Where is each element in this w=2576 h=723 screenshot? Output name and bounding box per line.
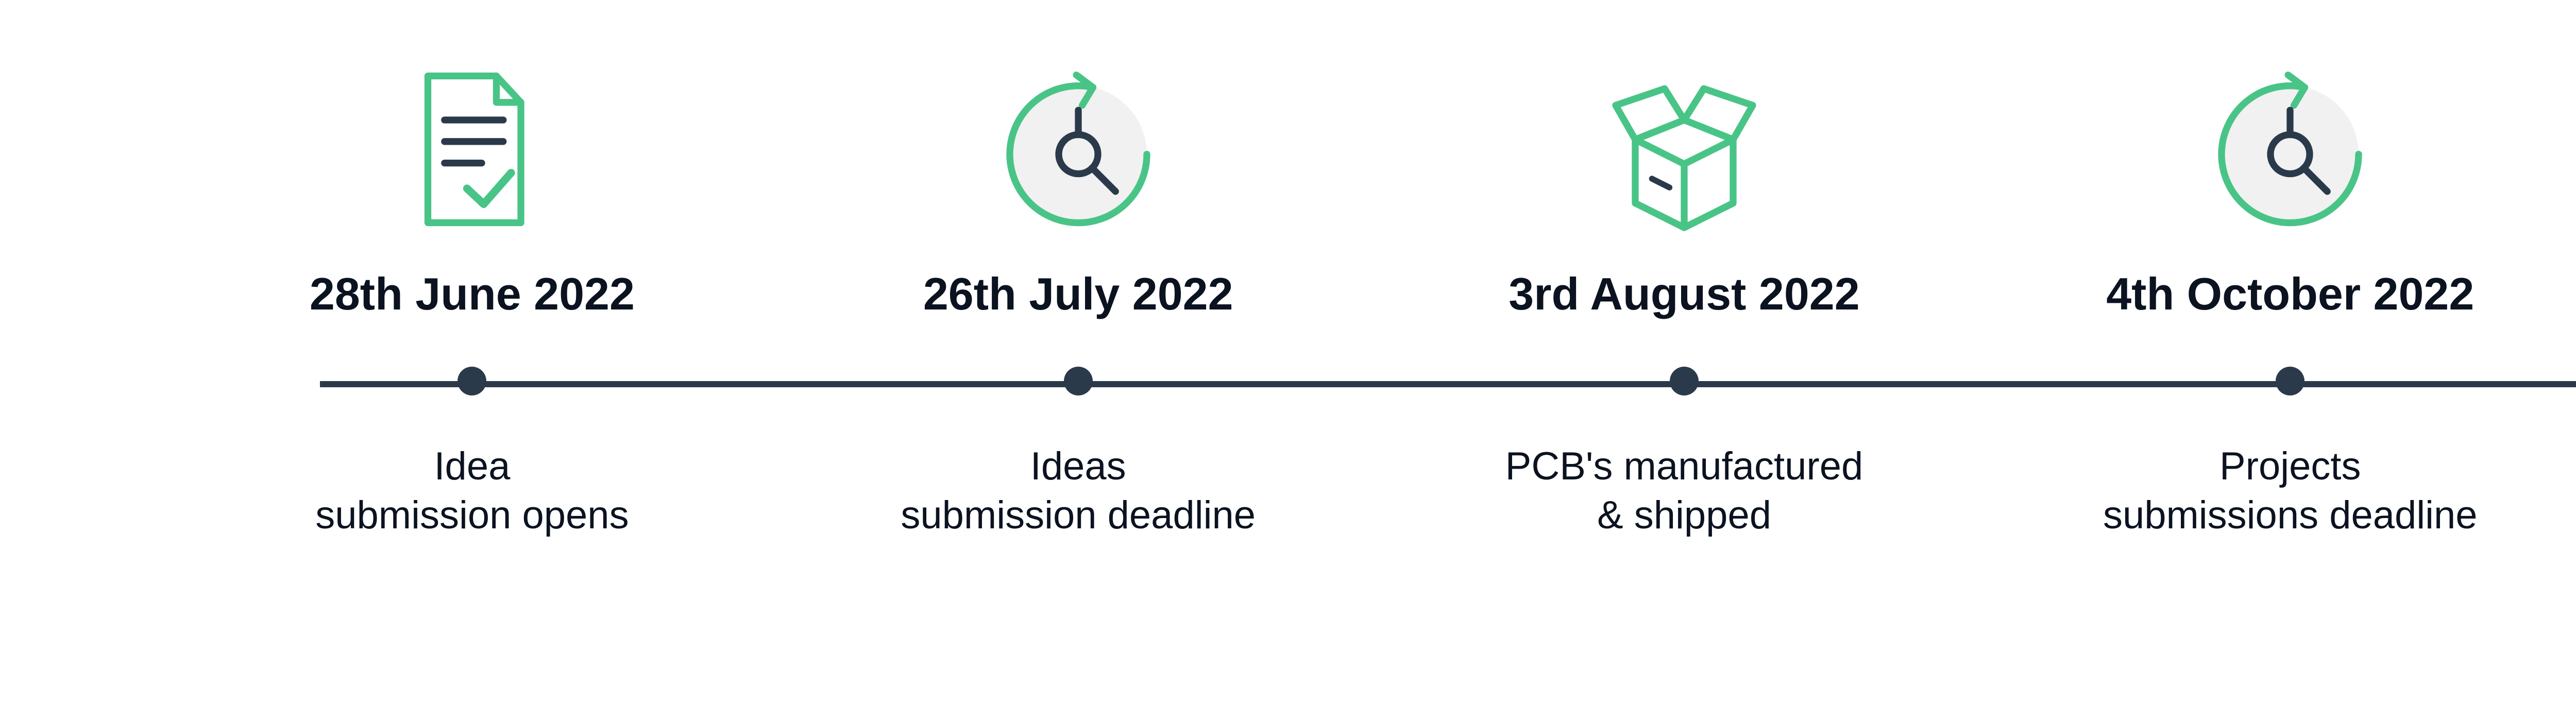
clock-reload-icon xyxy=(2192,51,2388,247)
milestone-1: 26th July 2022 Ideas submission deadline xyxy=(812,51,1344,540)
document-check-icon xyxy=(374,51,570,247)
milestone-description: Idea submission opens xyxy=(315,442,629,540)
timeline-dot xyxy=(2276,367,2304,395)
timeline-container: 28th June 2022 Idea submission opens 26th… xyxy=(0,0,2576,723)
milestone-date: 26th July 2022 xyxy=(923,268,1233,320)
milestone-dot-row xyxy=(457,367,486,395)
milestone-description: Projects submissions deadline xyxy=(2103,442,2478,540)
timeline-dot xyxy=(1670,367,1699,395)
milestone-description: PCB's manufactured & shipped xyxy=(1505,442,1863,540)
milestone-2: 3rd August 2022 PCB's manufactured & ship… xyxy=(1418,51,1951,540)
milestone-3: 4th October 2022 Projects submissions dea… xyxy=(2024,51,2556,540)
milestone-description: Ideas submission deadline xyxy=(901,442,1256,540)
milestone-dot-row xyxy=(1670,367,1699,395)
clock-reload-icon xyxy=(980,51,1176,247)
milestone-date: 3rd August 2022 xyxy=(1509,268,1859,320)
milestone-date: 4th October 2022 xyxy=(2106,268,2474,320)
open-box-icon xyxy=(1586,51,1782,247)
milestone-date: 28th June 2022 xyxy=(310,268,635,320)
timeline-dot xyxy=(1064,367,1093,395)
milestone-dot-row xyxy=(1064,367,1093,395)
milestone-dot-row xyxy=(2276,367,2304,395)
milestones-row: 28th June 2022 Idea submission opens 26th… xyxy=(206,51,2576,540)
milestone-0: 28th June 2022 Idea submission opens xyxy=(206,51,738,540)
timeline-dot xyxy=(457,367,486,395)
